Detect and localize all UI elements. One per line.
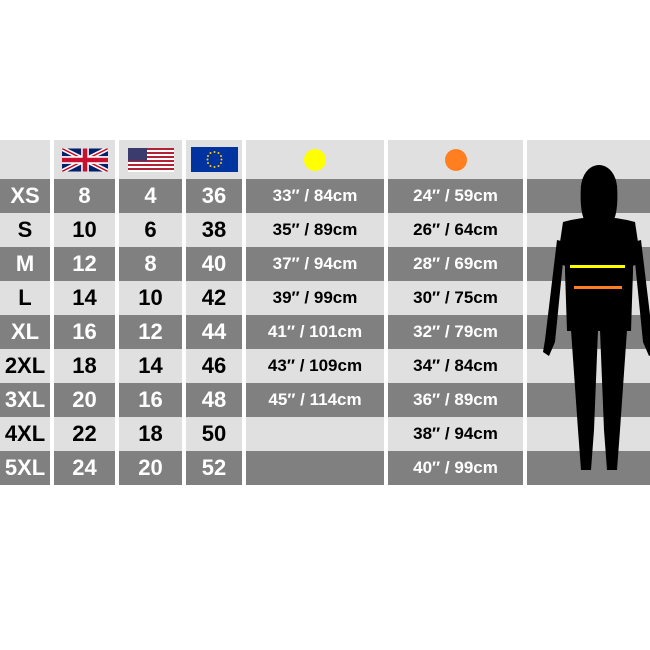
uk-size: 22 [54,417,115,451]
us-flag-icon [127,147,174,172]
figure-cell [527,281,650,315]
size-label: 4XL [0,417,50,451]
header-blank [0,140,50,179]
size-label: L [0,281,50,315]
header-waist [388,140,523,179]
waist-measure: 38″ / 94cm [388,417,523,451]
header-us [119,140,182,179]
waist-measure: 40″ / 99cm [388,451,523,485]
waist-measure: 30″ / 75cm [388,281,523,315]
waist-measure: 28″ / 69cm [388,247,523,281]
bust-measure: 33″ / 84cm [246,179,384,213]
figure-cell [527,213,650,247]
figure-cell [527,349,650,383]
size-label: M [0,247,50,281]
uk-size: 18 [54,349,115,383]
figure-cell [527,451,650,485]
size-label: XS [0,179,50,213]
uk-size: 16 [54,315,115,349]
bust-measure: 37″ / 94cm [246,247,384,281]
us-size: 16 [119,383,182,417]
us-size: 12 [119,315,182,349]
uk-size: 14 [54,281,115,315]
size-label: 5XL [0,451,50,485]
waist-measure: 34″ / 84cm [388,349,523,383]
waist-measure: 24″ / 59cm [388,179,523,213]
header-eu [186,140,242,179]
eu-size: 38 [186,213,242,247]
figure-cell [527,383,650,417]
bust-measure [246,451,384,485]
eu-size: 46 [186,349,242,383]
waist-measure: 36″ / 89cm [388,383,523,417]
uk-size: 12 [54,247,115,281]
us-size: 14 [119,349,182,383]
size-label: XL [0,315,50,349]
bust-measure: 45″ / 114cm [246,383,384,417]
eu-size: 48 [186,383,242,417]
us-size: 20 [119,451,182,485]
header-bust [246,140,384,179]
figure-cell [527,417,650,451]
orange-dot-icon [444,148,467,171]
uk-size: 10 [54,213,115,247]
us-size: 4 [119,179,182,213]
figure-cell [527,315,650,349]
header-uk [54,140,115,179]
waist-measure: 26″ / 64cm [388,213,523,247]
eu-size: 44 [186,315,242,349]
bust-measure [246,417,384,451]
size-label: 2XL [0,349,50,383]
uk-size: 8 [54,179,115,213]
bust-measure: 39″ / 99cm [246,281,384,315]
yellow-dot-icon [304,148,326,171]
us-size: 18 [119,417,182,451]
eu-size: 50 [186,417,242,451]
waist-measure: 32″ / 79cm [388,315,523,349]
us-size: 8 [119,247,182,281]
size-label: 3XL [0,383,50,417]
bust-measure: 41″ / 101cm [246,315,384,349]
uk-size: 20 [54,383,115,417]
uk-size: 24 [54,451,115,485]
bust-measure: 35″ / 89cm [246,213,384,247]
header-figure [527,140,650,179]
bust-measure: 43″ / 109cm [246,349,384,383]
size-chart-table: XS 8 4 36 33″ / 84cm 24″ / 59cm S 10 6 38 35″ / 89… [0,140,650,485]
eu-size: 36 [186,179,242,213]
eu-size: 52 [186,451,242,485]
eu-flag-icon [190,147,238,172]
us-size: 10 [119,281,182,315]
figure-cell [527,247,650,281]
eu-size: 40 [186,247,242,281]
size-label: S [0,213,50,247]
us-size: 6 [119,213,182,247]
uk-flag-icon [61,148,108,171]
eu-size: 42 [186,281,242,315]
figure-cell [527,179,650,213]
